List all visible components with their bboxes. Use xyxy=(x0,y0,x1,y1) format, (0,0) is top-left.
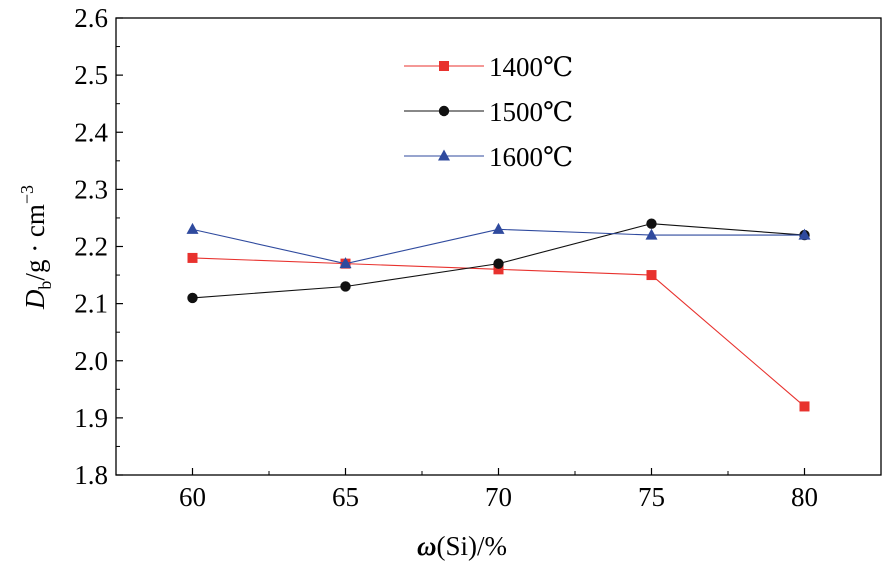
data-point xyxy=(646,218,657,229)
x-axis-title-rest: (Si)/% xyxy=(437,531,508,561)
series-2 xyxy=(186,222,811,269)
y-axis-title: Db/g · cm−3 xyxy=(17,185,55,310)
data-point xyxy=(492,222,505,234)
x-tick-label: 60 xyxy=(179,482,206,512)
series-1 xyxy=(187,218,810,304)
legend-marker xyxy=(438,149,450,161)
legend-item: 1600℃ xyxy=(404,142,573,172)
y-axis-title-superscript: −3 xyxy=(17,185,37,204)
legend-item: 1400℃ xyxy=(404,52,573,82)
y-tick-label: 2.1 xyxy=(74,289,108,319)
series-line xyxy=(192,257,805,407)
y-tick-label: 1.8 xyxy=(74,460,108,490)
series-layer xyxy=(186,218,811,412)
data-point xyxy=(493,258,504,269)
x-tick-label: 75 xyxy=(638,482,665,512)
legend: 1400℃ 1500℃ 1600℃ xyxy=(404,52,573,172)
y-tick-label: 1.9 xyxy=(74,403,108,433)
y-axis-title-subscript: b xyxy=(35,281,55,290)
legend-label: 1600℃ xyxy=(489,142,573,172)
x-axis-ticks: 60 65 70 75 80 xyxy=(179,468,818,512)
y-tick-label: 2.0 xyxy=(74,346,108,376)
y-tick-label: 2.3 xyxy=(74,174,108,204)
data-point xyxy=(646,270,657,281)
data-point xyxy=(187,252,198,263)
legend-marker xyxy=(439,61,449,71)
y-tick-label: 2.2 xyxy=(74,232,108,262)
data-point xyxy=(799,401,810,412)
x-axis-title: ω(Si)/% xyxy=(417,531,507,561)
data-point xyxy=(798,228,811,240)
y-axis-title-symbol: D xyxy=(20,289,50,310)
data-point xyxy=(339,257,352,269)
data-point xyxy=(493,264,504,275)
y-tick-label: 2.5 xyxy=(74,60,108,90)
y-axis-title-unit: /g · cm xyxy=(20,204,50,280)
data-point xyxy=(186,222,199,234)
data-point xyxy=(340,281,351,292)
data-point xyxy=(187,292,198,304)
series-0 xyxy=(187,252,810,412)
x-tick-label: 80 xyxy=(791,482,818,512)
data-point xyxy=(645,228,658,240)
y-axis-ticks: 1.8 1.9 2.0 2.1 2.2 2.3 2.4 2.5 2.6 xyxy=(74,3,123,490)
legend-item: 1500℃ xyxy=(404,97,573,127)
x-tick-label: 70 xyxy=(485,482,512,512)
y-tick-label: 2.6 xyxy=(74,3,108,33)
legend-label: 1400℃ xyxy=(489,52,573,82)
legend-label: 1500℃ xyxy=(489,97,573,127)
plot-frame xyxy=(115,17,882,476)
legend-marker xyxy=(438,105,450,117)
x-tick-label: 65 xyxy=(332,482,359,512)
y-tick-label: 2.4 xyxy=(74,117,108,147)
x-axis-title-symbol: ω xyxy=(417,531,437,561)
